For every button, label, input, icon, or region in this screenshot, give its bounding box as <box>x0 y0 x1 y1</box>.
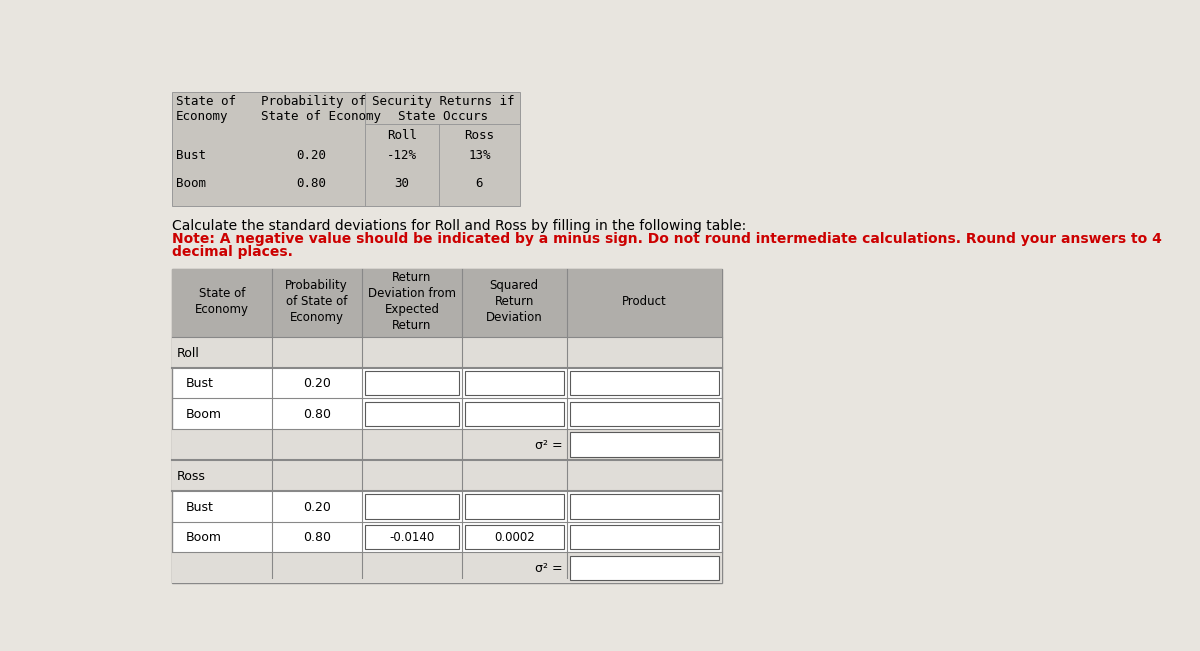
Text: 0.80: 0.80 <box>302 531 331 544</box>
Text: Roll: Roll <box>386 129 416 142</box>
Bar <box>365 402 460 426</box>
Text: 0.20: 0.20 <box>296 149 326 162</box>
Text: Note: A negative value should be indicated by a minus sign. Do not round interme: Note: A negative value should be indicat… <box>172 232 1162 246</box>
Bar <box>466 402 564 426</box>
Bar <box>466 370 564 395</box>
Text: Bust: Bust <box>186 378 214 391</box>
Bar <box>570 555 719 580</box>
Text: Probability
of State of
Economy: Probability of State of Economy <box>286 279 348 324</box>
Text: 0.20: 0.20 <box>302 378 330 391</box>
Bar <box>365 525 460 549</box>
Text: State of
Economy: State of Economy <box>175 95 235 123</box>
Bar <box>172 553 722 583</box>
Text: State of
Economy: State of Economy <box>196 287 250 316</box>
Text: decimal places.: decimal places. <box>172 245 293 259</box>
Bar <box>570 402 719 426</box>
Bar <box>172 460 722 491</box>
Bar <box>365 494 460 519</box>
Text: σ² =: σ² = <box>535 562 563 575</box>
Text: -0.0140: -0.0140 <box>389 531 434 544</box>
Text: Ross: Ross <box>176 470 205 482</box>
Bar <box>172 92 521 206</box>
Text: Product: Product <box>622 295 667 308</box>
Bar <box>172 429 722 460</box>
Text: Ross: Ross <box>464 129 494 142</box>
Text: 13%: 13% <box>468 149 491 162</box>
Text: Boom: Boom <box>175 176 205 189</box>
Bar <box>570 525 719 549</box>
Bar <box>172 269 722 337</box>
Bar <box>365 370 460 395</box>
Text: Boom: Boom <box>186 531 222 544</box>
Bar <box>172 337 722 368</box>
Bar <box>570 494 719 519</box>
Text: σ² =: σ² = <box>535 439 563 452</box>
Text: Return
Deviation from
Expected
Return: Return Deviation from Expected Return <box>368 271 456 332</box>
Text: Probability of
State of Economy: Probability of State of Economy <box>260 95 380 123</box>
Bar <box>570 432 719 457</box>
Bar <box>466 525 564 549</box>
Text: 0.20: 0.20 <box>302 501 330 514</box>
Text: -12%: -12% <box>386 149 416 162</box>
Text: 30: 30 <box>395 176 409 189</box>
Bar <box>466 494 564 519</box>
Text: Bust: Bust <box>175 149 205 162</box>
Text: 0.0002: 0.0002 <box>494 531 535 544</box>
Bar <box>172 269 722 583</box>
Bar <box>570 370 719 395</box>
Text: Roll: Roll <box>176 346 199 359</box>
Text: 0.80: 0.80 <box>296 176 326 189</box>
Text: 6: 6 <box>475 176 484 189</box>
Text: Boom: Boom <box>186 408 222 421</box>
Text: Security Returns if
State Occurs: Security Returns if State Occurs <box>372 95 515 123</box>
Text: 0.80: 0.80 <box>302 408 331 421</box>
Text: Bust: Bust <box>186 501 214 514</box>
Text: Squared
Return
Deviation: Squared Return Deviation <box>486 279 542 324</box>
Text: Calculate the standard deviations for Roll and Ross by filling in the following : Calculate the standard deviations for Ro… <box>172 219 746 233</box>
